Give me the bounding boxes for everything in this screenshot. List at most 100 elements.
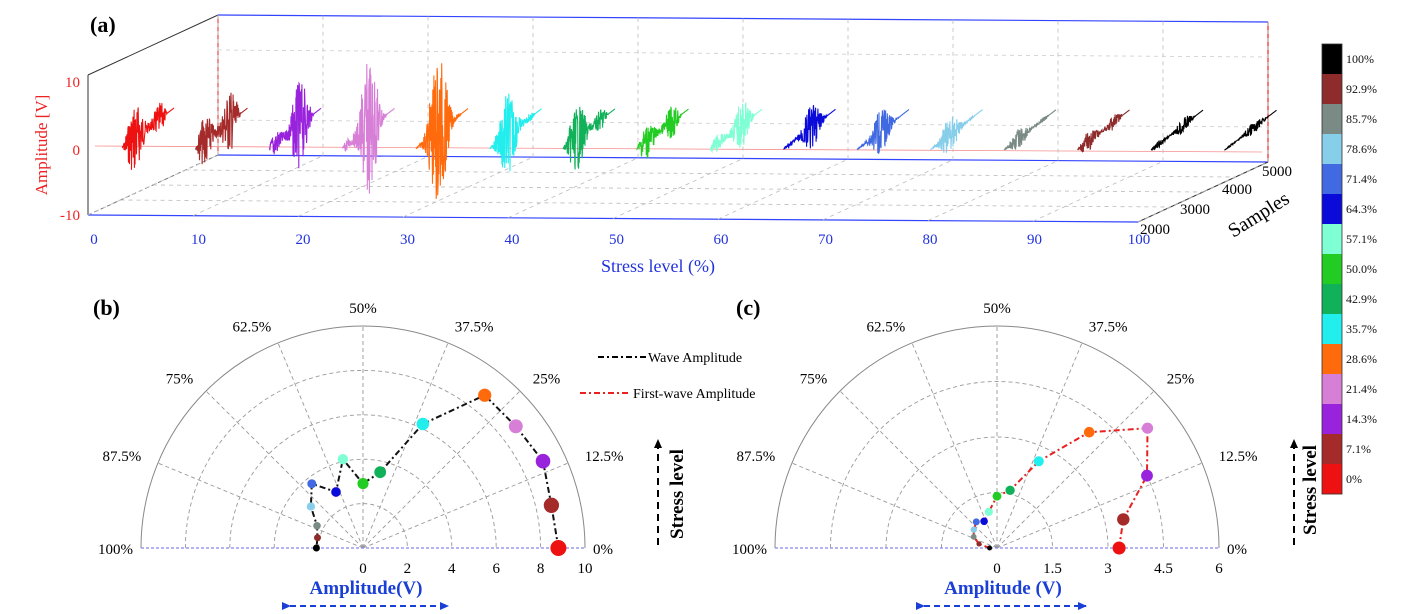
- waveform-trace: [268, 81, 322, 169]
- series-line: [309, 393, 560, 549]
- angle-tick-label: 37.5%: [455, 319, 494, 335]
- waveform-trace: [1077, 109, 1130, 153]
- series-point: [508, 419, 523, 434]
- colorbar-swatch: [1322, 254, 1342, 285]
- series-point: [313, 522, 321, 530]
- angle-tick-label: 37.5%: [1089, 319, 1128, 335]
- panel-c-label: (c): [736, 295, 760, 320]
- colorbar-swatch: [1322, 194, 1342, 225]
- series-point: [984, 507, 993, 516]
- panel-c-first-wave-amplitude-series: [970, 422, 1154, 555]
- colorbar-border: [1321, 43, 1343, 495]
- series-point: [1005, 485, 1015, 495]
- radial-tick-label: 4: [448, 561, 456, 577]
- angle-tick-label: 0%: [1227, 542, 1247, 558]
- legend-first-wave-text: First-wave Amplitude: [633, 387, 756, 402]
- colorbar-swatch: [1322, 314, 1342, 345]
- polar-spoke: [996, 390, 1155, 549]
- radial-tick-label: 6: [492, 561, 500, 577]
- colorbar-label: 57.1%: [1346, 232, 1377, 246]
- series-point: [1033, 456, 1044, 467]
- grid-line: [217, 49, 1269, 58]
- angle-tick-label: 12.5%: [585, 449, 624, 465]
- z-tick-label: 5000: [1262, 164, 1292, 180]
- radial-tick-label: 2: [404, 561, 412, 577]
- waveform-trace: [856, 109, 910, 154]
- series-point: [970, 533, 977, 540]
- x-tick-label: 80: [923, 232, 938, 248]
- series-point: [416, 417, 430, 431]
- colorbar-label: 28.6%: [1346, 352, 1377, 366]
- angle-tick-label: 50%: [983, 301, 1011, 317]
- panel-c-polar-chart: 0% 12.5% 25% 37.5% 50% 62.5% 75% 87.5% 100% 0 1.5…: [732, 295, 1321, 610]
- series-point: [312, 544, 320, 552]
- radial-tick-label: 10: [578, 561, 593, 577]
- y-tick-label: -10: [60, 208, 80, 224]
- colorbar-label: 35.7%: [1346, 322, 1377, 336]
- colorbar-swatch: [1322, 464, 1342, 495]
- polar-outer-arc: [774, 325, 1220, 549]
- colorbar-swatch: [1322, 134, 1342, 165]
- colorbar-label: 0%: [1346, 472, 1362, 486]
- colorbar-swatch: [1322, 164, 1342, 195]
- colorbar-label: 78.6%: [1346, 142, 1377, 156]
- angle-tick-label: 62.5%: [866, 319, 905, 335]
- angle-tick-label: 25%: [1167, 371, 1195, 387]
- waveform-trace: [709, 102, 763, 154]
- x-tick-label: 90: [1027, 232, 1042, 248]
- waveform-trace: [121, 102, 175, 170]
- colorbar-label: 21.4%: [1346, 382, 1377, 396]
- grid-line: [120, 199, 1171, 208]
- panel-a-x-tick-labels: 0 10 20 30 40 50 60 70 80 90 100: [90, 232, 1150, 248]
- waveform-trace: [341, 63, 395, 194]
- panel-b-angle-labels: 0% 12.5% 25% 37.5% 50% 62.5% 75% 87.5% 100%: [98, 301, 623, 558]
- series-point: [992, 491, 1002, 501]
- x-tick-label: 70: [818, 232, 833, 248]
- series-point: [307, 479, 317, 489]
- waveform-trace: [636, 106, 689, 158]
- series-point: [1083, 426, 1095, 438]
- colorbar-label: 100%: [1346, 52, 1374, 66]
- series-point: [550, 540, 567, 556]
- series-point: [357, 478, 369, 490]
- polar-spoke: [996, 342, 1083, 549]
- series-point: [1117, 513, 1130, 526]
- panel-c-radial-tick-labels: 0 1.5 3 4.5 6: [993, 561, 1223, 577]
- colorbar-label: 50.0%: [1346, 262, 1377, 276]
- x-tick-label: 0: [90, 232, 98, 248]
- waveform-trace: [562, 106, 616, 170]
- colorbar-swatch: [1322, 74, 1342, 105]
- polar-spoke: [362, 390, 521, 549]
- polar-spoke: [362, 342, 449, 549]
- polar-spoke: [996, 462, 1203, 549]
- polar-outer-arc: [140, 325, 586, 549]
- panel-a-z-tick-labels: 2000 3000 4000 5000: [1140, 164, 1292, 238]
- y-tick-label: 10: [65, 75, 80, 91]
- polar-spoke: [157, 462, 364, 549]
- colorbar-label: 92.9%: [1346, 82, 1377, 96]
- colorbar-swatch: [1322, 104, 1342, 135]
- series-point: [306, 502, 316, 511]
- panel-a-waterfall-chart: 0 10 20 30 40 50 60 70 80 90 100 100-10 2000300040…: [32, 12, 1294, 277]
- radial-tick-label: 8: [537, 561, 545, 577]
- panel-c-angle-labels: 0% 12.5% 25% 37.5% 50% 62.5% 75% 87.5% 100%: [732, 301, 1257, 558]
- panel-c-x-axis-title: Amplitude (V): [944, 578, 1062, 599]
- polar-ring: [318, 503, 408, 549]
- waveform-trace: [415, 63, 469, 199]
- colorbar-swatch: [1322, 404, 1342, 435]
- angle-tick-label: 50%: [349, 301, 377, 317]
- polar-spoke: [911, 342, 998, 549]
- panel-b-wave-amplitude-series: [306, 388, 567, 556]
- x-tick-label: 30: [400, 232, 415, 248]
- legend-wave-amplitude-text: Wave Amplitude: [648, 351, 742, 366]
- series-point: [337, 454, 349, 465]
- panel-b-x-axis-title: Amplitude(V): [310, 578, 423, 599]
- series-point: [987, 545, 993, 551]
- series-point: [1141, 469, 1153, 482]
- angle-tick-label: 62.5%: [232, 319, 271, 335]
- polar-spoke: [362, 462, 569, 549]
- colorbar-swatch: [1322, 224, 1342, 255]
- grid-line: [217, 119, 1269, 128]
- panel-b-legend: Wave Amplitude First-wave Amplitude: [580, 351, 756, 402]
- waveform-trace: [489, 93, 542, 172]
